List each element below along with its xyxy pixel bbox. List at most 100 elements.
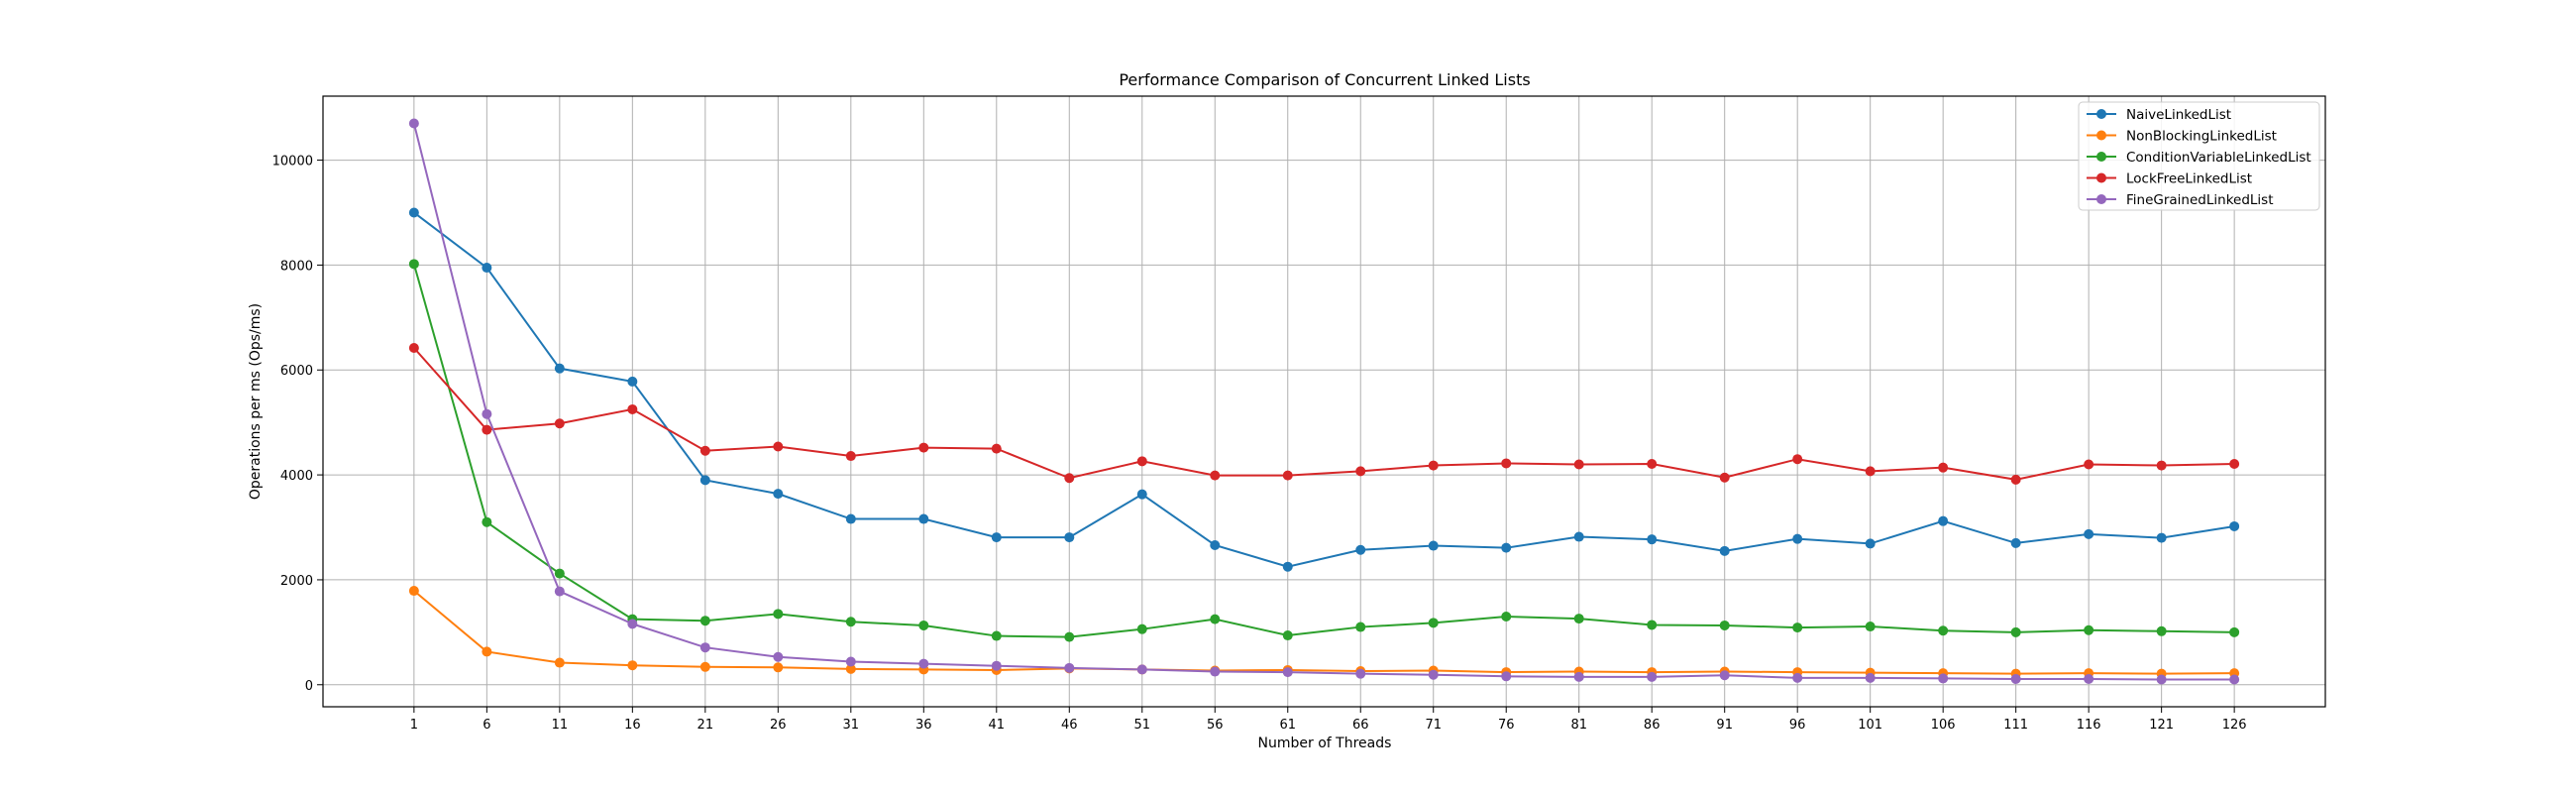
x-tick-label: 1	[410, 718, 418, 733]
data-point	[1428, 669, 1439, 680]
data-point	[1136, 456, 1147, 467]
data-point	[1136, 489, 1147, 500]
data-point	[699, 616, 710, 626]
data-point	[1282, 561, 1293, 572]
data-point	[1355, 622, 1366, 632]
y-tick-label: 2000	[280, 574, 313, 589]
legend-label: NonBlockingLinkedList	[2126, 129, 2277, 145]
data-point	[991, 660, 1002, 671]
data-point	[627, 376, 638, 387]
data-point	[773, 441, 784, 452]
y-tick-label: 0	[305, 679, 313, 694]
y-axis-ticks: 0 2000 4000 6000 8000 10000	[272, 155, 323, 694]
data-point	[1938, 462, 1949, 473]
legend-marker	[2096, 172, 2106, 183]
data-point	[1501, 542, 1512, 553]
data-point	[773, 609, 784, 620]
data-point	[1792, 623, 1803, 633]
data-point	[1573, 614, 1584, 624]
series-line	[412, 264, 2235, 638]
data-point	[2156, 460, 2167, 471]
x-tick-label: 41	[989, 718, 1006, 733]
x-tick-label: 81	[1570, 718, 1587, 733]
chart-title: Performance Comparison of Concurrent Lin…	[1119, 70, 1530, 89]
data-point	[2084, 459, 2094, 470]
data-point	[627, 403, 638, 414]
data-point	[773, 489, 784, 500]
series-condition-variable-linked-list	[408, 259, 2240, 642]
data-point	[1719, 545, 1730, 556]
data-point	[554, 363, 565, 374]
data-point	[408, 207, 419, 218]
y-tick-label: 10000	[272, 155, 313, 170]
plot-frame	[322, 95, 2326, 708]
x-tick-label: 111	[2003, 718, 2028, 733]
data-point	[1647, 620, 1658, 630]
data-point	[1719, 670, 1730, 681]
data-point	[1865, 622, 1876, 632]
y-tick-label: 6000	[280, 364, 313, 379]
legend-label: ConditionVariableLinkedList	[2126, 150, 2311, 166]
data-point	[2156, 532, 2167, 543]
data-point	[408, 343, 419, 354]
data-point	[1136, 664, 1147, 675]
legend-label: LockFreeLinkedList	[2126, 171, 2252, 187]
data-point	[991, 443, 1002, 454]
data-point	[2010, 537, 2021, 548]
data-point	[1210, 666, 1221, 677]
data-point	[845, 617, 856, 627]
data-point	[2229, 520, 2240, 531]
data-point	[1938, 515, 1949, 526]
data-point	[1064, 631, 1075, 642]
series-lines	[408, 118, 2240, 685]
x-tick-label: 16	[624, 718, 641, 733]
data-point	[482, 408, 492, 419]
data-point	[699, 445, 710, 456]
data-point	[2084, 624, 2094, 635]
legend-label: NaiveLinkedList	[2126, 107, 2231, 123]
data-point	[2084, 528, 2094, 539]
data-point	[699, 661, 710, 672]
series-fine-grained-linked-list	[408, 118, 2240, 685]
x-tick-label: 76	[1498, 718, 1515, 733]
series-line	[413, 347, 2235, 481]
data-point	[2010, 673, 2021, 684]
x-tick-label: 101	[1858, 718, 1882, 733]
data-point	[627, 619, 638, 629]
x-tick-label: 21	[698, 718, 714, 733]
series-line	[412, 123, 2235, 681]
y-tick-label: 8000	[280, 259, 313, 274]
data-point	[1355, 668, 1366, 679]
x-tick-label: 71	[1425, 718, 1442, 733]
data-point	[1210, 614, 1221, 624]
data-point	[554, 657, 565, 668]
data-point	[1355, 466, 1366, 477]
data-point	[2229, 626, 2240, 637]
data-point	[773, 662, 784, 673]
x-tick-label: 51	[1133, 718, 1150, 733]
data-point	[1647, 534, 1658, 545]
data-point	[1647, 671, 1658, 682]
legend-marker	[2096, 152, 2106, 162]
x-tick-label: 91	[1716, 718, 1733, 733]
x-tick-label: 6	[483, 718, 490, 733]
legend-marker	[2096, 194, 2106, 204]
data-point	[845, 663, 856, 674]
data-point	[1573, 671, 1584, 682]
data-point	[1210, 540, 1221, 551]
data-point	[1938, 673, 1949, 684]
x-tick-label: 96	[1789, 718, 1806, 733]
x-tick-label: 121	[2149, 718, 2174, 733]
data-point	[2229, 458, 2240, 469]
data-point	[991, 532, 1002, 543]
data-point	[482, 516, 492, 527]
x-tick-label: 116	[2077, 718, 2101, 733]
data-point	[1064, 662, 1075, 673]
data-point	[482, 646, 492, 657]
x-tick-label: 26	[770, 718, 787, 733]
series-lock-free-linked-list	[408, 343, 2240, 485]
data-point	[2229, 674, 2240, 685]
x-tick-label: 61	[1279, 718, 1296, 733]
data-point	[1501, 611, 1512, 622]
